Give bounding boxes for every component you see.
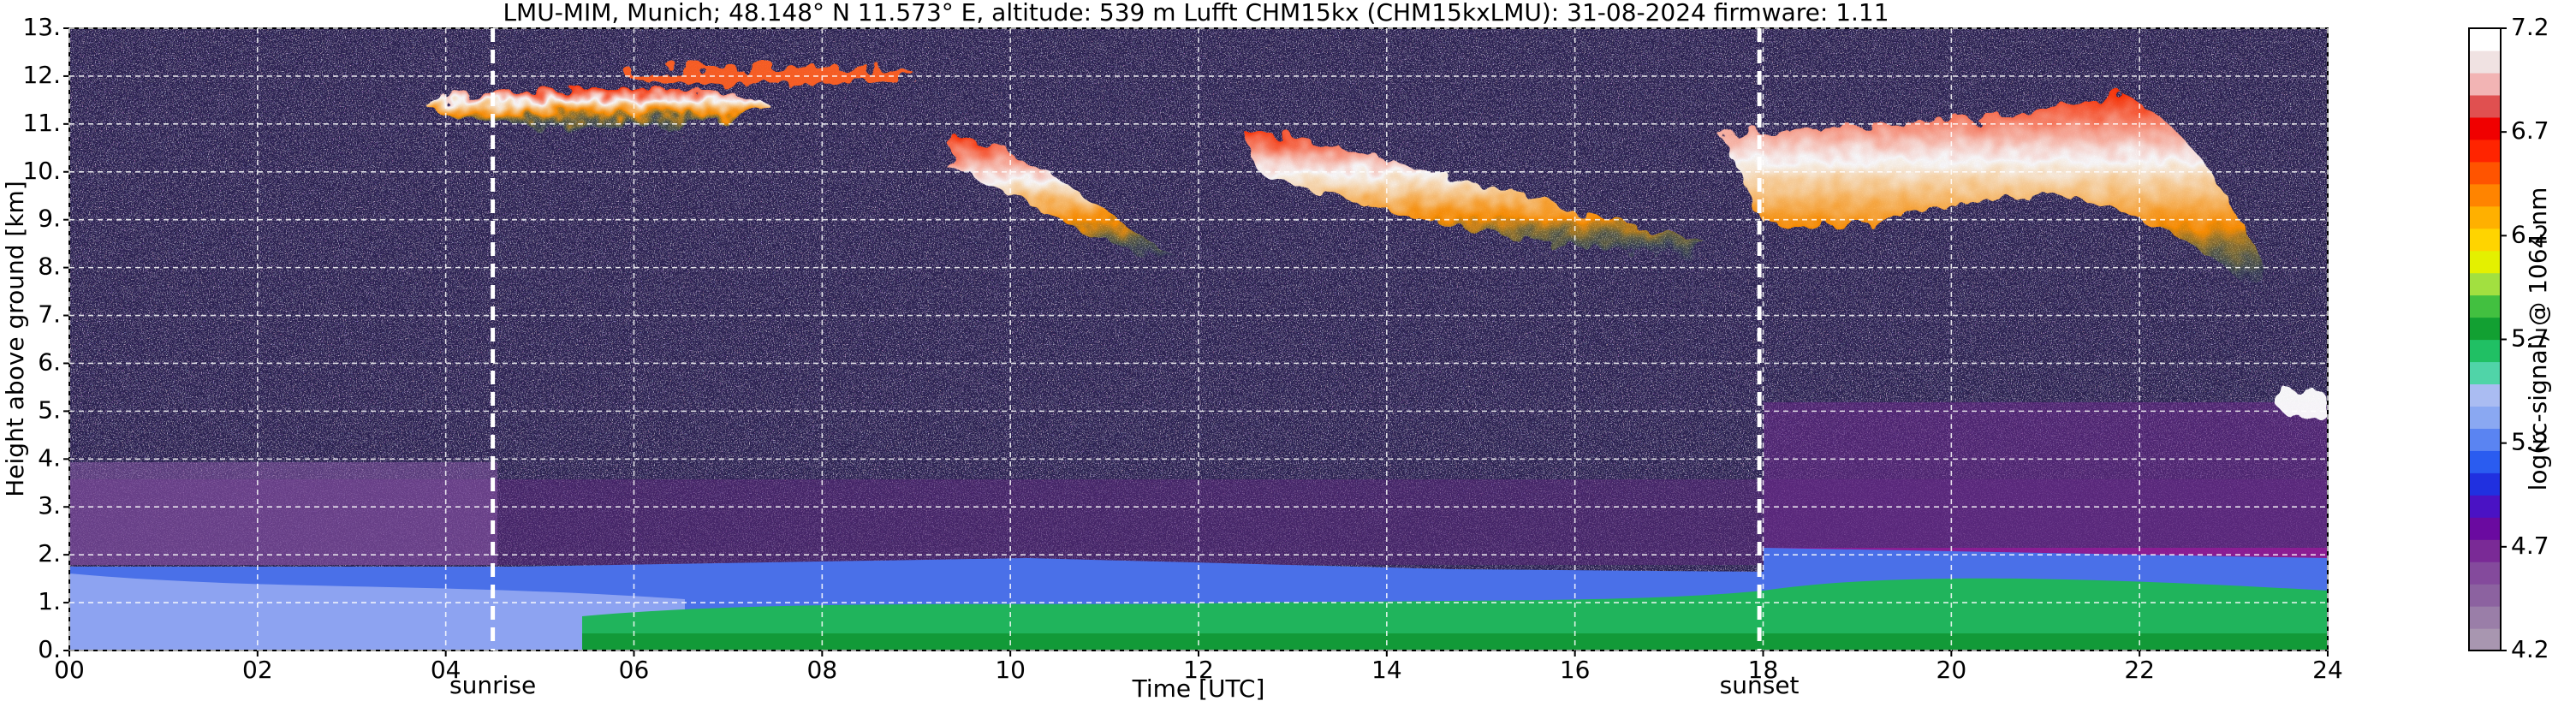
y-tick-label: 12. — [22, 61, 61, 89]
colorbar-tick-label: 4.7 — [2511, 532, 2549, 560]
colorbar-segment — [2469, 584, 2501, 607]
event-label: sunset — [1720, 671, 1800, 699]
colorbar-segment — [2469, 161, 2501, 185]
x-tick-label: 04 — [431, 656, 461, 684]
x-tick-label: 20 — [1936, 656, 1967, 684]
x-tick-label: 00 — [54, 656, 85, 684]
y-tick-label: 6. — [38, 348, 61, 376]
colorbar-segment — [2469, 28, 2501, 51]
y-tick-label: 8. — [38, 253, 61, 281]
event-label: sunrise — [449, 671, 536, 699]
y-tick-label: 7. — [38, 300, 61, 329]
x-tick-label: 16 — [1560, 656, 1591, 684]
colorbar-tick-label: 5.2 — [2511, 428, 2549, 456]
y-tick-label: 2. — [38, 539, 61, 567]
colorbar-tick-label: 6.2 — [2511, 220, 2549, 248]
y-tick-label: 1. — [38, 587, 61, 615]
x-tick-label: 22 — [2124, 656, 2155, 684]
colorbar-segment — [2469, 606, 2501, 629]
colorbar-segment — [2469, 539, 2501, 562]
colorbar-segment — [2469, 450, 2501, 473]
colorbar-segment — [2469, 228, 2501, 252]
colorbar-segment — [2469, 294, 2501, 318]
y-tick-label: 4. — [38, 443, 61, 472]
colorbar-segment — [2469, 50, 2501, 74]
colorbar-segment — [2469, 517, 2501, 540]
y-tick-label: 5. — [38, 395, 61, 424]
colorbar-label: log(rc-signal) @ 1064 nm — [2524, 187, 2552, 491]
y-axis-label: Height above ground [km] — [1, 181, 29, 497]
colorbar-tick-label: 7.2 — [2511, 13, 2549, 41]
colorbar-segment — [2469, 628, 2501, 651]
x-tick-label: 14 — [1371, 656, 1402, 684]
x-tick-label: 24 — [2312, 656, 2343, 684]
chart-title: LMU-MIM, Munich; 48.148° N 11.573° E, al… — [503, 0, 1889, 27]
colorbar-segment — [2469, 561, 2501, 585]
colorbar-segment — [2469, 183, 2501, 207]
colorbar-segment — [2469, 116, 2501, 140]
y-tick-label: 11. — [22, 109, 61, 137]
colorbar-segment — [2469, 383, 2501, 407]
colorbar-segment — [2469, 250, 2501, 274]
x-axis-label: Time [UTC] — [1132, 674, 1265, 703]
colorbar-segment — [2469, 205, 2501, 229]
x-tick-label: 18 — [1748, 656, 1779, 684]
y-tick-label: 3. — [38, 491, 61, 520]
x-tick-label: 08 — [807, 656, 838, 684]
colorbar-tick-label: 5.7 — [2511, 324, 2549, 353]
colorbar-tick-label: 6.7 — [2511, 116, 2549, 145]
colorbar-segment — [2469, 361, 2501, 385]
colorbar-segment — [2469, 94, 2501, 118]
y-tick-label: 9. — [38, 205, 61, 233]
colorbar-tick-label: 4.2 — [2511, 635, 2549, 663]
colorbar-segment — [2469, 139, 2501, 163]
y-tick-label: 13. — [22, 13, 61, 41]
colorbar-segment — [2469, 472, 2501, 496]
colorbar-segment — [2469, 339, 2501, 363]
colorbar-segment — [2469, 72, 2501, 96]
y-tick-label: 0. — [38, 635, 61, 663]
x-tick-label: 10 — [995, 656, 1026, 684]
x-tick-label: 02 — [242, 656, 273, 684]
colorbar-segment — [2469, 406, 2501, 429]
x-tick-label: 12 — [1183, 656, 1214, 684]
x-tick-label: 06 — [619, 656, 650, 684]
y-tick-label: 10. — [22, 157, 61, 185]
colorbar-segment — [2469, 317, 2501, 341]
colorbar-segment — [2469, 272, 2501, 296]
colorbar-segment — [2469, 428, 2501, 451]
colorbar-segment — [2469, 495, 2501, 518]
